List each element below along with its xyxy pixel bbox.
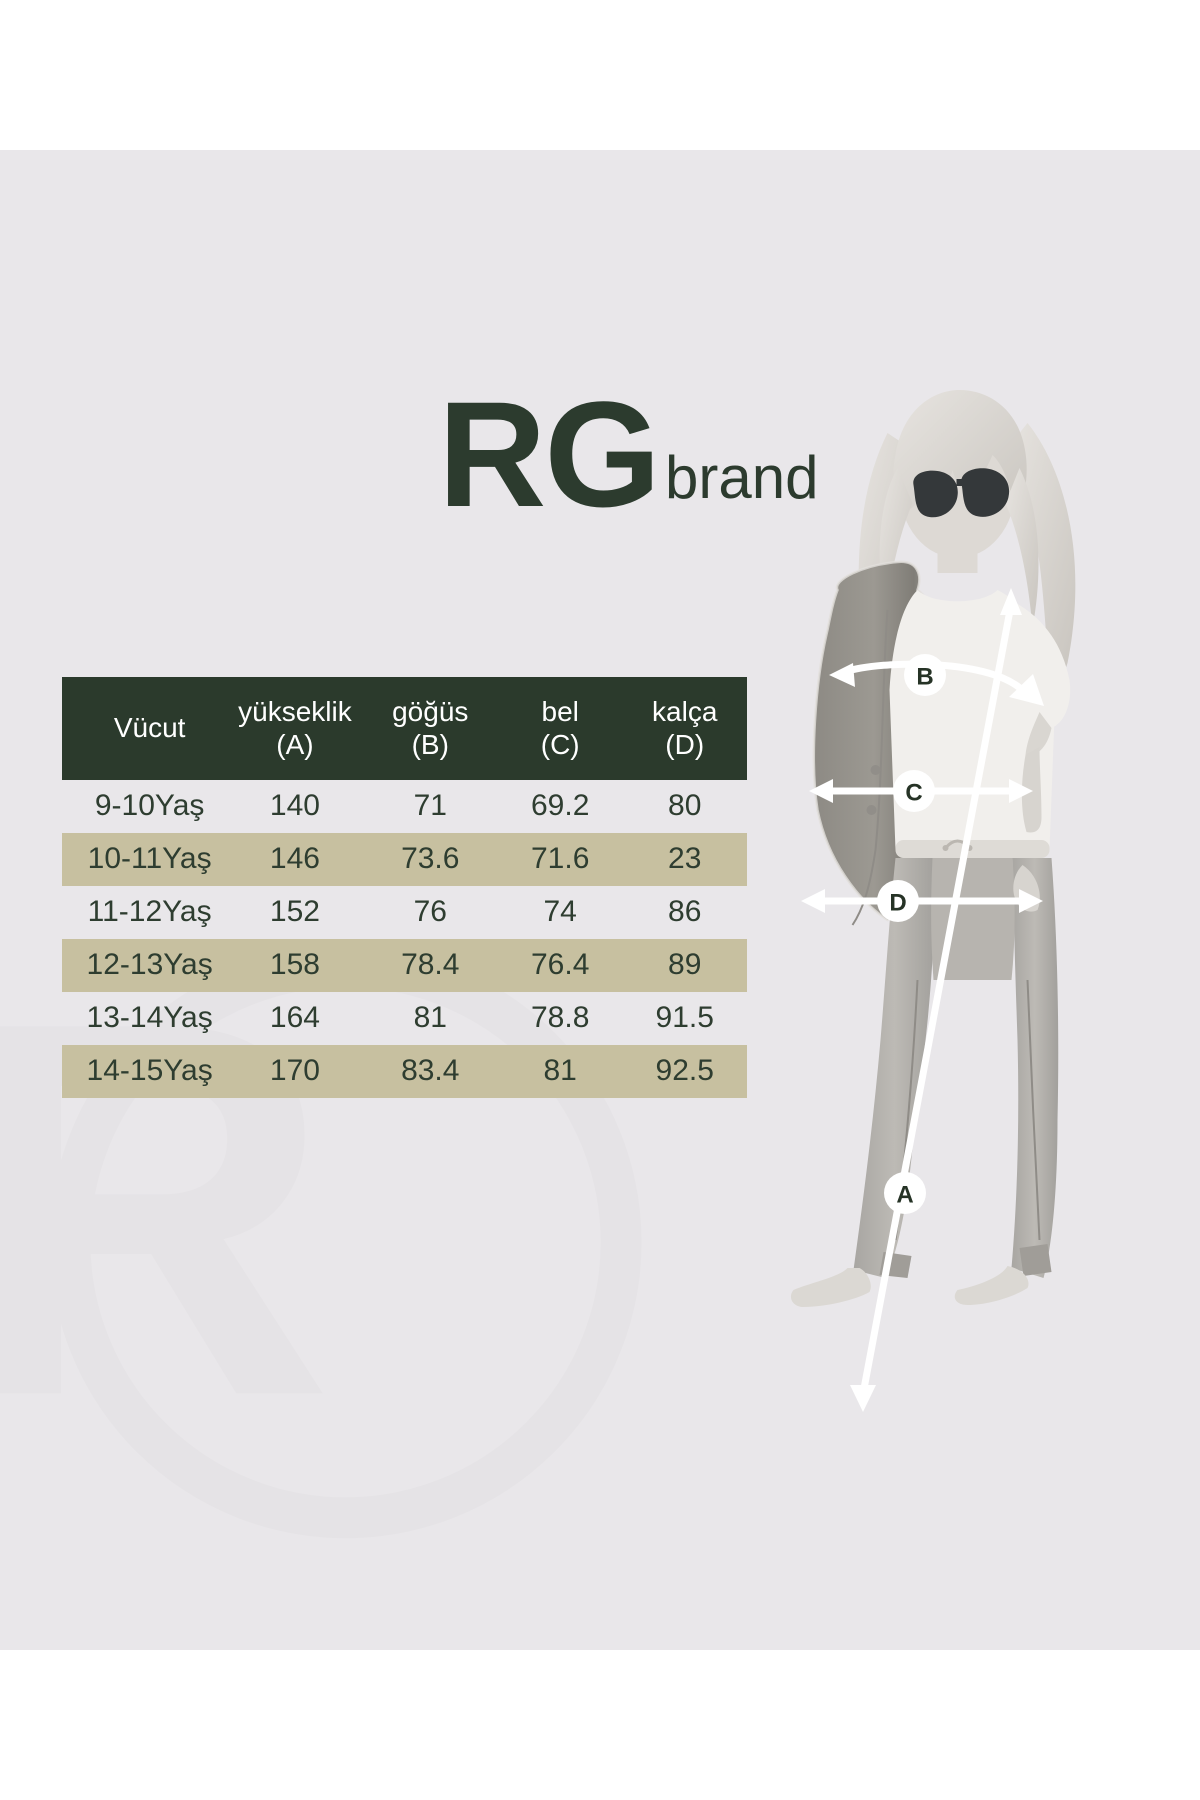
svg-text:D: D xyxy=(889,890,906,917)
svg-text:C: C xyxy=(905,780,922,807)
svg-text:B: B xyxy=(916,664,933,691)
svg-text:A: A xyxy=(896,1182,913,1209)
